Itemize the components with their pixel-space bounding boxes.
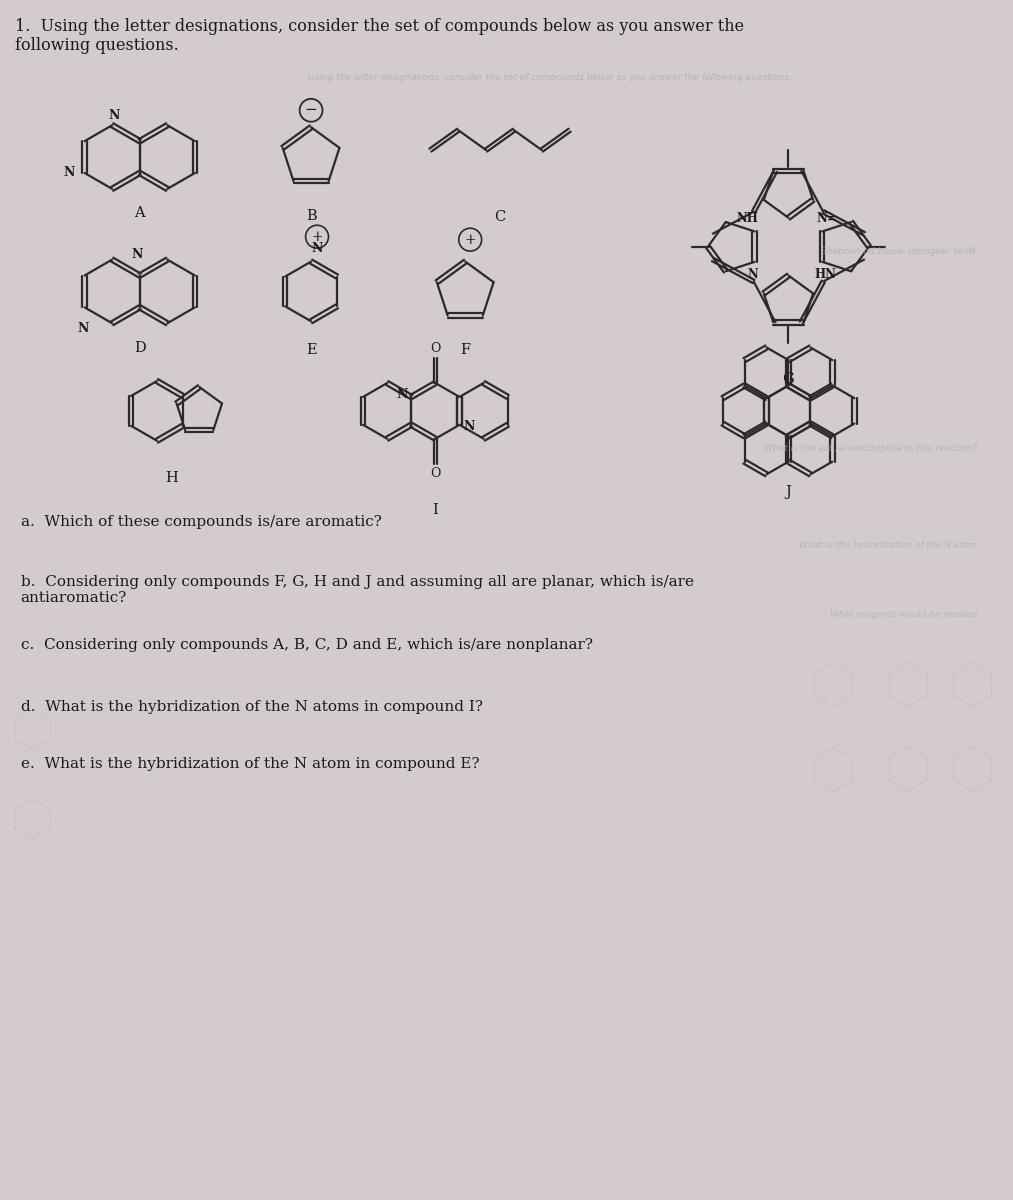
- Text: N=: N=: [816, 212, 837, 226]
- Text: B: B: [306, 209, 316, 223]
- Text: N: N: [748, 268, 759, 281]
- Text: N: N: [464, 420, 475, 433]
- Text: +: +: [311, 229, 323, 244]
- Text: O: O: [431, 467, 441, 480]
- Text: D: D: [134, 341, 146, 355]
- Text: What is the actual electrophile in this reaction?: What is the actual electrophile in this …: [764, 444, 978, 454]
- Text: N: N: [63, 167, 75, 180]
- Text: NH: NH: [736, 212, 759, 226]
- Text: A: A: [135, 206, 145, 221]
- Text: N: N: [311, 241, 323, 254]
- Text: I: I: [433, 504, 439, 517]
- Text: +: +: [464, 233, 476, 247]
- Text: N: N: [131, 248, 143, 260]
- Text: J: J: [785, 485, 791, 499]
- Text: d.  What is the hybridization of the N atoms in compound I?: d. What is the hybridization of the N at…: [20, 700, 482, 714]
- Text: −: −: [305, 103, 317, 118]
- Text: O: O: [431, 342, 441, 355]
- Text: What reagents would be needed: What reagents would be needed: [831, 611, 978, 619]
- Text: C: C: [494, 210, 505, 224]
- Text: Sbeboon od bluow stemgeer terlW: Sbeboon od bluow stemgeer terlW: [822, 247, 978, 256]
- Text: e.  What is the hybridization of the N atom in compound E?: e. What is the hybridization of the N at…: [20, 757, 479, 772]
- Text: b.  Considering only compounds F, G, H and J and assuming all are planar, which : b. Considering only compounds F, G, H an…: [20, 575, 694, 605]
- Text: HN: HN: [814, 268, 836, 281]
- Text: What is the hybridization of the N atom: What is the hybridization of the N atom: [799, 541, 978, 550]
- Text: 1.  Using the letter designations, consider the set of compounds below as you an: 1. Using the letter designations, consid…: [15, 18, 744, 54]
- Text: F: F: [460, 343, 470, 358]
- Text: H: H: [165, 470, 178, 485]
- Text: Using the letter designations, consider the set of compounds below as you answer: Using the letter designations, consider …: [308, 73, 792, 82]
- Text: E: E: [306, 343, 316, 358]
- Text: a.  Which of these compounds is/are aromatic?: a. Which of these compounds is/are aroma…: [20, 515, 382, 529]
- Text: N: N: [396, 389, 407, 402]
- Text: G: G: [783, 372, 794, 386]
- Text: N: N: [108, 109, 120, 122]
- Text: N: N: [77, 322, 88, 335]
- Text: c.  Considering only compounds A, B, C, D and E, which is/are nonplanar?: c. Considering only compounds A, B, C, D…: [20, 638, 593, 652]
